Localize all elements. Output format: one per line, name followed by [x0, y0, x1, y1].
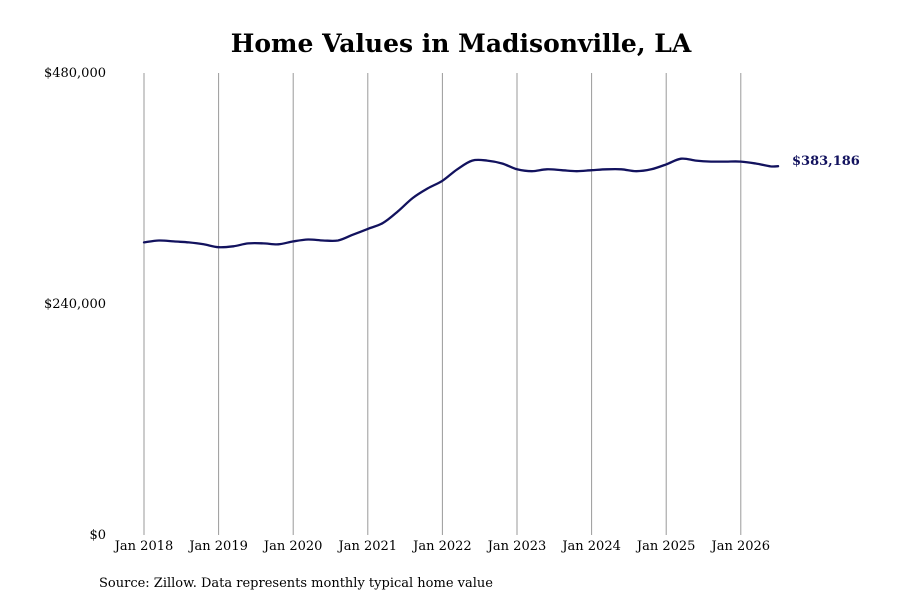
x-tick-label-5: Jan 2023	[486, 539, 547, 554]
x-tick-label-8: Jan 2026	[710, 539, 771, 554]
x-tick-label-4: Jan 2022	[411, 539, 472, 554]
end-value-label: $383,186	[792, 154, 860, 169]
x-axis-ticks: Jan 2018 Jan 2019 Jan 2020 Jan 2021 Jan 2022…	[113, 539, 770, 554]
x-tick-label-0: Jan 2018	[113, 539, 174, 554]
y-tick-label-1: $240,000	[44, 297, 106, 312]
x-tick-label-1: Jan 2019	[187, 539, 248, 554]
y-axis-ticks: $480,000 $240,000 $0	[44, 66, 106, 543]
series-line-home-value	[142, 157, 780, 249]
x-tick-label-6: Jan 2024	[560, 539, 621, 554]
x-tick-label-7: Jan 2025	[635, 539, 696, 554]
gridlines	[143, 73, 742, 535]
y-tick-label-2: $0	[89, 528, 106, 543]
source-note: Source: Zillow. Data represents monthly …	[99, 576, 493, 591]
x-tick-label-3: Jan 2021	[337, 539, 398, 554]
y-tick-label-0: $480,000	[44, 66, 106, 81]
chart-title: Home Values in Madisonville, LA	[231, 29, 692, 58]
x-tick-label-2: Jan 2020	[262, 539, 323, 554]
